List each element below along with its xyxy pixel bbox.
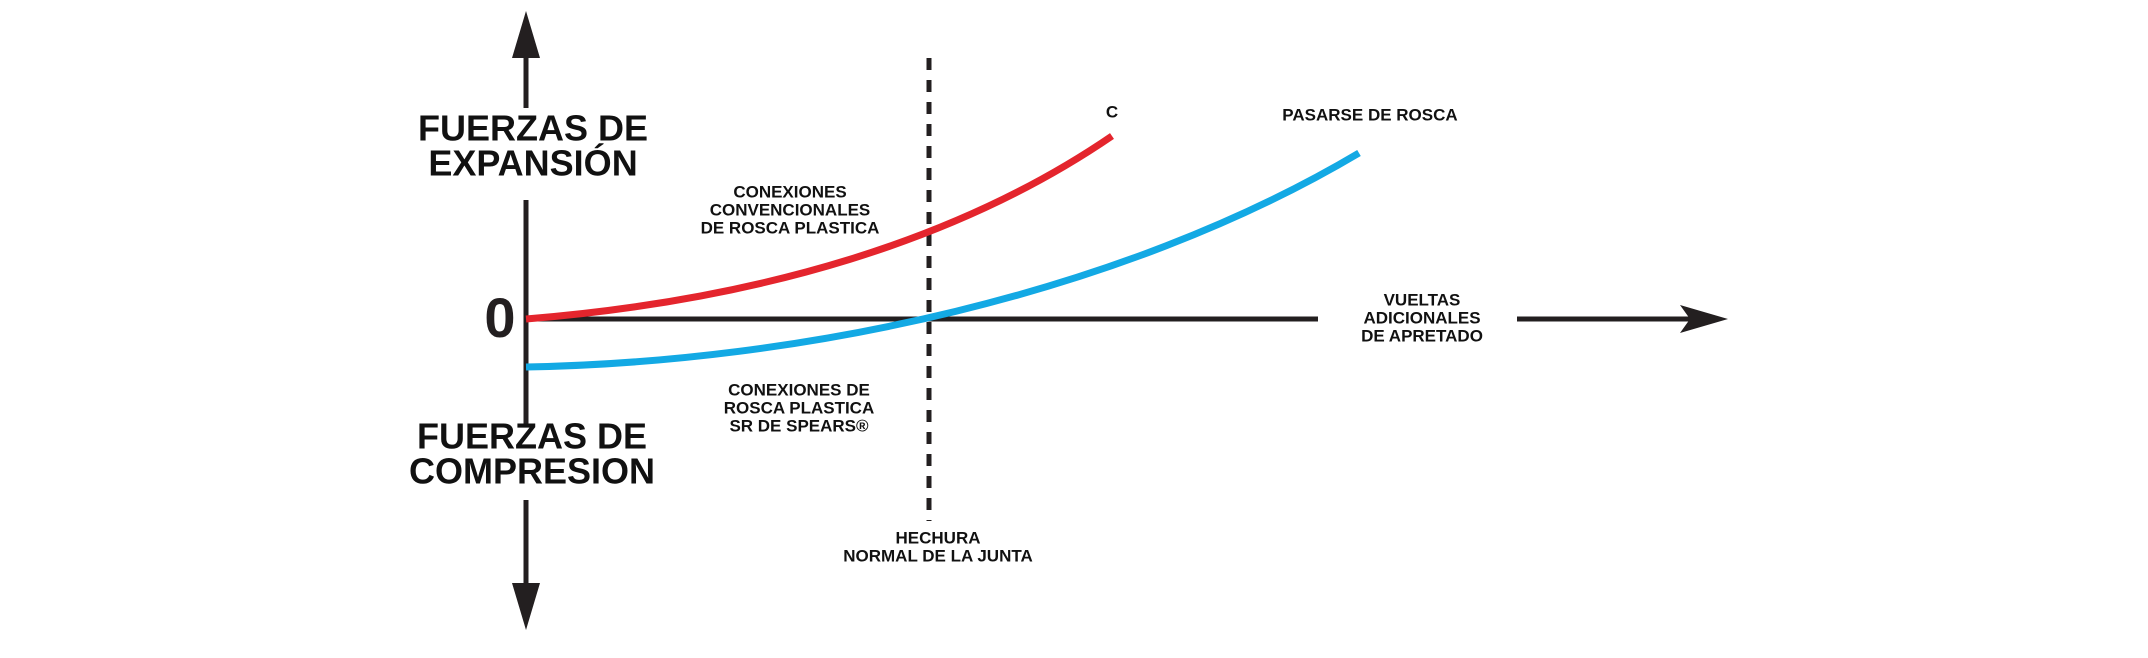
spears-label: ROSCA PLASTICA — [724, 398, 875, 417]
arrow-up — [512, 11, 540, 58]
conventional-curve — [525, 133, 1114, 323]
arrow-right — [1680, 305, 1728, 333]
spears-curve — [525, 149, 1361, 371]
expansion-label: FUERZAS DE — [418, 108, 648, 149]
spears-label: CONEXIONES DE — [728, 380, 870, 399]
conventional-label: DE ROSCA PLASTICA — [701, 218, 880, 237]
expansion-label: EXPANSIÓN — [428, 142, 637, 184]
zero-label: 0 — [484, 286, 515, 349]
compression-label: FUERZAS DE — [417, 416, 647, 457]
curve-end-red-label: C — [1106, 102, 1118, 121]
curve-end-blue-label: PASARSE DE ROSCA — [1282, 105, 1457, 124]
arrow-down — [512, 583, 540, 630]
conventional-label: CONEXIONES — [733, 182, 846, 201]
extra-turns-label: DE APRETADO — [1361, 326, 1483, 345]
conventional-label: CONVENCIONALES — [710, 200, 871, 219]
spears-label: SR DE SPEARS® — [729, 416, 869, 435]
normal-joint-label: HECHURA — [896, 528, 981, 547]
extra-turns-label: ADICIONALES — [1363, 308, 1480, 327]
normal-joint-label: NORMAL DE LA JUNTA — [843, 546, 1033, 565]
extra-turns-label: VUELTAS — [1384, 290, 1461, 309]
compression-label: COMPRESION — [409, 451, 655, 492]
